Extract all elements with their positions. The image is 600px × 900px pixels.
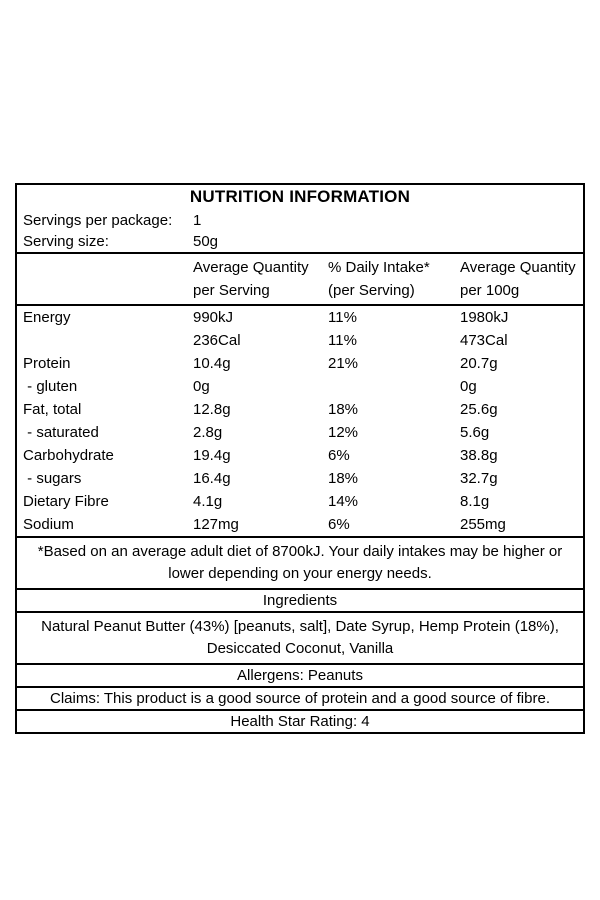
nutrient-per-100g: 0g [460,378,477,395]
table-row-sodium: Sodium 127mg 6% 255mg [17,513,583,536]
nutrient-per-serving: 12.8g [193,401,231,418]
serving-info-section: NUTRITION INFORMATION Servings per packa… [17,185,583,254]
table-row-dietary-fibre: Dietary Fibre 4.1g 14% 8.1g [17,490,583,513]
column-header-row: Average Quantity per Serving % Daily Int… [17,254,583,306]
empty-cell [322,231,454,252]
nutrient-per-serving: 990kJ [193,309,234,326]
nutrient-name: Protein [23,355,71,372]
nutrient-daily-intake: 6% [328,516,350,533]
servings-per-package-value: 1 [193,211,202,229]
nutrient-name: Carbohydrate [23,447,114,464]
nutrient-name: Dietary Fibre [23,493,109,510]
nutrient-daily-intake: 18% [328,401,359,418]
nutrient-per-serving: 0g [193,378,210,395]
ingredients-list: Natural Peanut Butter (43%) [peanuts, sa… [17,613,583,665]
nutrient-per-100g: 255mg [460,516,506,533]
claims-line: Claims: This product is a good source of… [17,688,583,711]
nutrient-daily-intake: 14% [328,493,359,510]
nutrients-section: Energy 990kJ 11% 1980kJ 236Cal 11% 473Ca… [17,306,583,538]
column-header-daily-intake-line2: (per Serving) [328,282,415,299]
nutrient-per-serving: 19.4g [193,447,231,464]
ingredients-heading: Ingredients [17,590,583,613]
nutrient-name: Energy [23,309,71,326]
nutrient-per-serving: 4.1g [193,493,223,510]
servings-per-package-label: Servings per package: [23,211,173,229]
nutrient-per-100g: 20.7g [460,355,498,372]
empty-cell [454,231,583,252]
nutrient-daily-intake: 11% [328,332,357,349]
nutrient-daily-intake: 6% [328,447,350,464]
empty-cell [454,209,583,231]
nutrient-per-100g: 25.6g [460,401,498,418]
column-header-daily-intake-line1: % Daily Intake* [328,259,430,276]
nutrition-information-panel: NUTRITION INFORMATION Servings per packa… [15,183,585,734]
table-row-gluten: - gluten 0g 0g [17,375,583,398]
column-header-per-100g-line2: per 100g [460,282,520,299]
nutrient-daily-intake: 12% [328,424,359,441]
daily-intake-footnote: *Based on an average adult diet of 8700k… [17,538,583,590]
nutrient-per-100g: 8.1g [460,493,490,510]
panel-title: NUTRITION INFORMATION [189,187,411,206]
nutrient-name: - saturated [23,424,99,441]
nutrient-daily-intake [322,375,454,398]
nutrient-daily-intake: 21% [328,355,359,372]
nutrient-per-serving: 10.4g [193,355,231,372]
empty-header-cell [17,254,187,304]
nutrient-per-serving: 127mg [193,516,239,533]
health-star-rating-line: Health Star Rating: 4 [230,713,370,730]
nutrient-per-100g: 5.6g [460,424,490,441]
column-header-daily-intake: % Daily Intake* (per Serving) [322,254,454,304]
nutrient-name [17,329,187,352]
empty-cell [322,209,454,231]
column-header-per-serving: Average Quantity per Serving [187,254,322,304]
nutrient-per-100g: 473Cal [460,332,508,349]
nutrient-name: Sodium [23,516,74,533]
table-row-protein: Protein 10.4g 21% 20.7g [17,352,583,375]
allergens-line: Allergens: Peanuts [17,665,583,688]
nutrient-daily-intake: 11% [328,309,357,326]
table-row-sugars: - sugars 16.4g 18% 32.7g [17,467,583,490]
column-header-per-serving-line2: per Serving [193,282,270,299]
servings-per-package-row: Servings per package: 1 [17,209,583,231]
nutrient-per-serving: 236Cal [193,332,241,349]
table-row-energy: Energy 990kJ 11% 1980kJ [17,306,583,329]
table-row-fat-total: Fat, total 12.8g 18% 25.6g [17,398,583,421]
serving-size-row: Serving size: 50g [17,231,583,252]
table-row-energy-cal: 236Cal 11% 473Cal [17,329,583,352]
table-row-carbohydrate: Carbohydrate 19.4g 6% 38.8g [17,444,583,467]
serving-size-label: Serving size: [23,233,109,250]
nutrient-name: Fat, total [23,401,82,418]
nutrient-per-100g: 38.8g [460,447,498,464]
nutrient-per-serving: 2.8g [193,424,223,441]
nutrient-daily-intake: 18% [328,470,359,487]
nutrient-name: - sugars [23,470,82,487]
nutrient-per-serving: 16.4g [193,470,231,487]
column-header-per-serving-line1: Average Quantity [193,259,309,276]
nutrient-per-100g: 1980kJ [460,309,509,326]
nutrient-name: - gluten [23,378,78,395]
column-header-per-100g-line1: Average Quantity [460,259,576,276]
nutrient-per-100g: 32.7g [460,470,498,487]
table-row-saturated: - saturated 2.8g 12% 5.6g [17,421,583,444]
column-header-per-100g: Average Quantity per 100g [454,254,583,304]
serving-size-value: 50g [193,233,219,250]
